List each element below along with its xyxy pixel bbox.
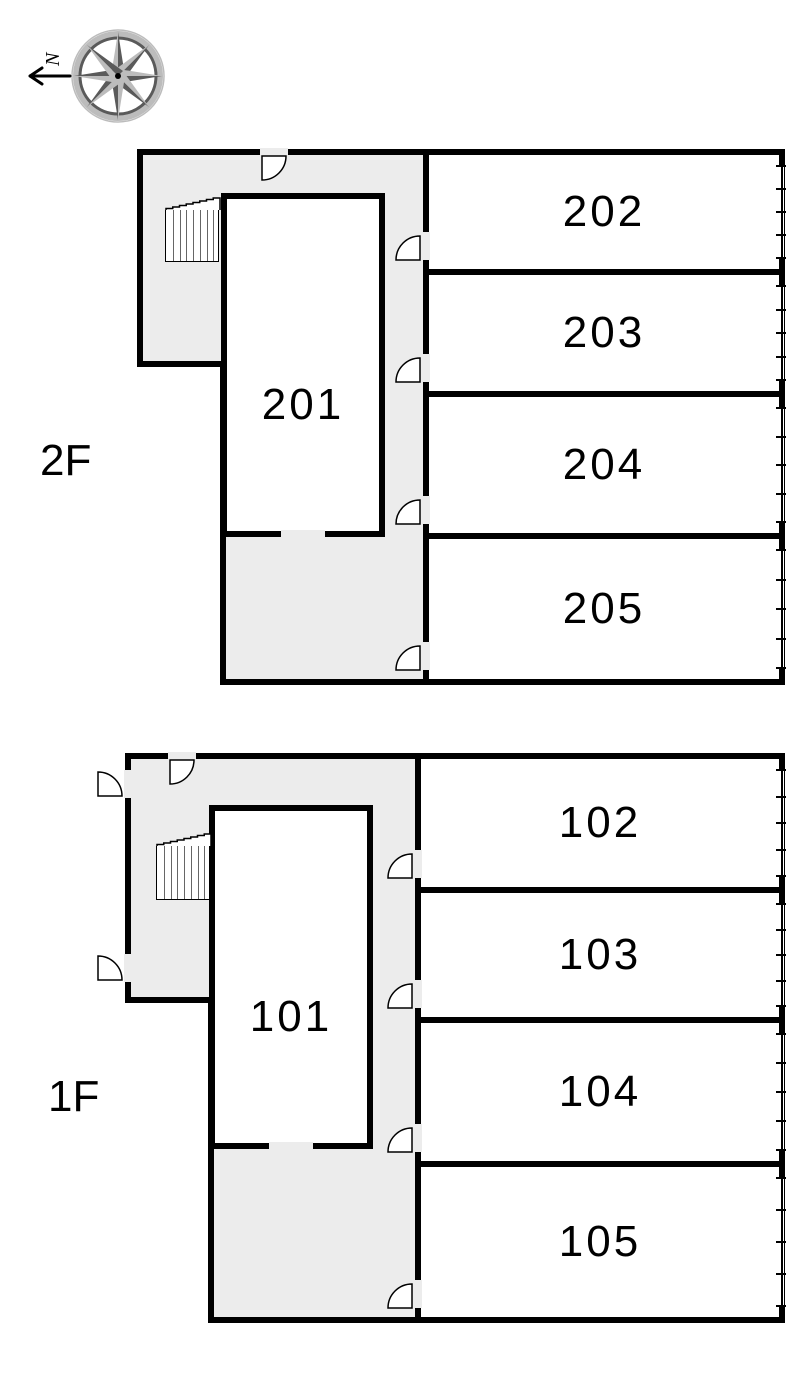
door-icon <box>392 354 422 384</box>
room-204: 204 <box>426 394 782 536</box>
window-tick <box>776 521 786 523</box>
door-gap <box>414 850 422 878</box>
window-tick <box>776 257 786 259</box>
window-tick <box>776 608 786 610</box>
room-201: 201 <box>224 196 382 534</box>
window-tick <box>776 549 786 551</box>
door-gap <box>281 530 325 538</box>
room-202: 202 <box>426 152 782 272</box>
room-label: 205 <box>563 584 645 634</box>
cut-edge-v <box>220 361 226 685</box>
door-gap <box>414 980 422 1008</box>
door-gap <box>414 1124 422 1152</box>
window-tick <box>776 1120 786 1122</box>
window-tick <box>776 332 786 334</box>
room-label: 202 <box>563 187 645 237</box>
door-gap <box>269 1142 313 1150</box>
window-tick <box>776 1005 786 1007</box>
door-icon <box>384 1124 414 1154</box>
room-label: 204 <box>563 440 645 490</box>
window-tick <box>776 356 786 358</box>
hall-cutout-2F <box>130 364 226 694</box>
window-tick <box>776 849 786 851</box>
window-tick <box>776 234 786 236</box>
window-tick <box>776 796 786 798</box>
compass-icon: N <box>22 18 172 128</box>
window-tick <box>776 929 786 931</box>
window-tick <box>776 464 786 466</box>
door-icon <box>96 952 126 982</box>
room-label: 201 <box>262 380 344 430</box>
room-label: 101 <box>250 992 332 1042</box>
window-tick <box>776 309 786 311</box>
cut-edge-h <box>125 997 214 1003</box>
svg-text:N: N <box>42 51 64 67</box>
window-tick <box>776 903 786 905</box>
room-205: 205 <box>426 536 782 682</box>
window-tick <box>776 822 786 824</box>
door-icon <box>392 496 422 526</box>
room-103: 103 <box>418 890 782 1020</box>
window-tick <box>776 211 786 213</box>
room-203: 203 <box>426 272 782 394</box>
door-gap <box>422 642 430 670</box>
room-label: 103 <box>559 930 641 980</box>
door-icon <box>260 154 290 184</box>
door-icon <box>168 758 198 788</box>
floor-plan-stage: N 201 202 203 204 205 2F 101 102 103 104 105 1F <box>0 0 800 1373</box>
window-tick <box>776 980 786 982</box>
window-tick <box>776 769 786 771</box>
window-tick <box>776 1033 786 1035</box>
door-gap <box>422 496 430 524</box>
door-icon <box>384 850 414 880</box>
room-101: 101 <box>212 808 370 1146</box>
window-tick <box>776 638 786 640</box>
window-tick <box>776 1091 786 1093</box>
window-tick <box>776 579 786 581</box>
door-gap <box>422 232 430 260</box>
door-icon <box>384 980 414 1010</box>
window-tick <box>776 1305 786 1307</box>
stairs-icon <box>156 846 210 900</box>
window-tick <box>776 436 786 438</box>
window-tick <box>776 1241 786 1243</box>
door-icon <box>384 1280 414 1310</box>
door-icon <box>392 232 422 262</box>
window-tick <box>776 285 786 287</box>
window-tick <box>776 875 786 877</box>
hall-cutout-1F <box>118 1000 214 1330</box>
window-tick <box>776 188 786 190</box>
window-tick <box>776 1273 786 1275</box>
room-label: 105 <box>559 1217 641 1267</box>
window-tick <box>776 667 786 669</box>
floor-label-2F: 2F <box>40 436 91 486</box>
window-tick <box>776 407 786 409</box>
cut-edge-v <box>208 997 214 1323</box>
room-label: 104 <box>559 1067 641 1117</box>
door-icon <box>392 642 422 672</box>
room-105: 105 <box>418 1164 782 1320</box>
window-tick <box>776 1149 786 1151</box>
floor-label-1F: 1F <box>48 1072 99 1122</box>
window-tick <box>776 379 786 381</box>
window-tick <box>776 1177 786 1179</box>
room-label: 102 <box>559 798 641 848</box>
door-gap <box>422 354 430 382</box>
cut-edge-h <box>137 361 226 367</box>
door-icon <box>96 768 126 798</box>
room-104: 104 <box>418 1020 782 1164</box>
door-gap <box>414 1280 422 1308</box>
window-tick <box>776 1062 786 1064</box>
room-label: 203 <box>563 308 645 358</box>
window-tick <box>776 954 786 956</box>
window-tick <box>776 493 786 495</box>
window-tick <box>776 1209 786 1211</box>
room-102: 102 <box>418 756 782 890</box>
window-tick <box>776 165 786 167</box>
stairs-icon <box>165 210 219 262</box>
